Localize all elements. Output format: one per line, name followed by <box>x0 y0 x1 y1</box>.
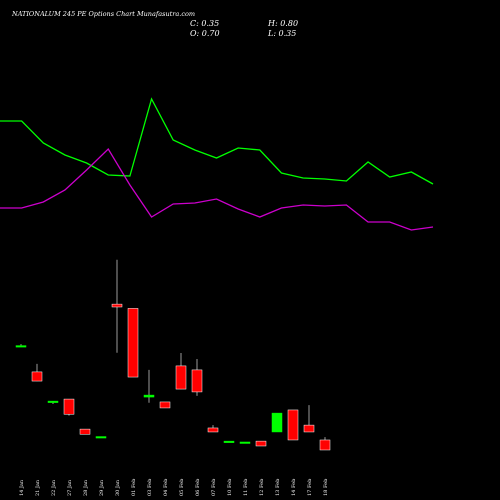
candle-body <box>111 303 123 308</box>
candle-body <box>207 427 219 433</box>
x-tick-label: 21 Jan <box>35 479 41 496</box>
info-high: H: 0.80 <box>267 19 298 28</box>
candle-body <box>159 401 171 409</box>
x-tick-label: 27 Jan <box>67 479 73 496</box>
candle-body <box>95 436 107 439</box>
overlay-line <box>0 97 434 185</box>
x-tick-label: 28 Jan <box>83 479 89 496</box>
candle-body <box>15 345 27 348</box>
x-tick-label: 17 Feb <box>307 479 313 496</box>
x-tick-label: 11 Feb <box>243 479 249 496</box>
info-close: C: 0.35 <box>190 19 219 28</box>
candle-body <box>79 428 91 435</box>
candle-body <box>175 365 187 390</box>
candle-body <box>255 440 267 447</box>
candle-body <box>271 412 283 433</box>
chart-title: NATIONALUM 245 PE Options Chart Munafasu… <box>11 10 195 18</box>
x-tick-label: 05 Feb <box>179 479 185 496</box>
info-open: O: 0.70 <box>190 29 220 38</box>
x-tick-label: 14 Feb <box>291 479 297 496</box>
candle-body <box>31 371 43 382</box>
x-tick-label: 12 Feb <box>259 479 265 496</box>
candle-body <box>303 424 315 433</box>
candle-body <box>63 398 75 415</box>
x-tick-label: 22 Jan <box>51 479 57 496</box>
candle-body <box>239 441 251 444</box>
x-tick-label: 18 Feb <box>323 479 329 496</box>
candle-body <box>287 409 299 441</box>
x-tick-label: 29 Jan <box>99 479 105 496</box>
candle-body <box>191 369 203 393</box>
x-tick-label: 06 Feb <box>195 479 201 496</box>
candle-body <box>127 308 139 378</box>
x-tick-label: 14 Jan <box>19 479 25 496</box>
x-tick-label: 30 Jan <box>115 479 121 496</box>
x-tick-label: 07 Feb <box>211 479 217 496</box>
candle-body <box>223 440 235 443</box>
candle-body <box>319 439 331 451</box>
candle-body <box>47 400 59 403</box>
x-tick-label: 13 Feb <box>275 479 281 496</box>
candle-body <box>143 394 155 398</box>
x-tick-label: 04 Feb <box>163 479 169 496</box>
info-low: L: 0.35 <box>267 29 296 38</box>
overlay-line <box>0 147 434 231</box>
x-tick-label: 01 Feb <box>131 479 137 496</box>
x-tick-label: 10 Feb <box>227 479 233 496</box>
x-tick-label: 03 Feb <box>147 479 153 496</box>
